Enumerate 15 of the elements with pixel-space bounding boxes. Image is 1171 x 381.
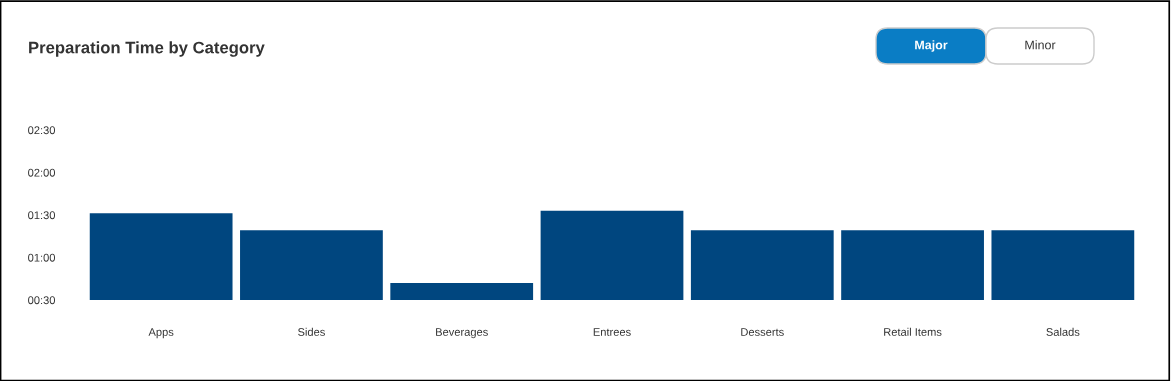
x-tick-label: Retail Items xyxy=(884,327,942,336)
y-tick-label: 02:00 xyxy=(28,168,56,177)
y-tick-label: 01:00 xyxy=(28,253,56,262)
chart-title: Preparation Time by Category xyxy=(29,41,265,57)
x-tick-label: Salads xyxy=(1046,327,1080,336)
x-tick-label: Entrees xyxy=(593,328,631,336)
text: Minor xyxy=(1025,40,1056,50)
x-tick-label: Desserts xyxy=(741,328,784,336)
x-tick-label: Apps xyxy=(148,328,174,339)
y-tick-label: 02:30 xyxy=(28,126,56,135)
text: Major xyxy=(915,40,948,52)
y-tick-label: 01:30 xyxy=(28,211,56,220)
x-tick-label: Sides xyxy=(298,327,325,336)
y-tick-label: 00:30 xyxy=(28,296,56,305)
x-tick-label: Beverages xyxy=(436,328,488,339)
